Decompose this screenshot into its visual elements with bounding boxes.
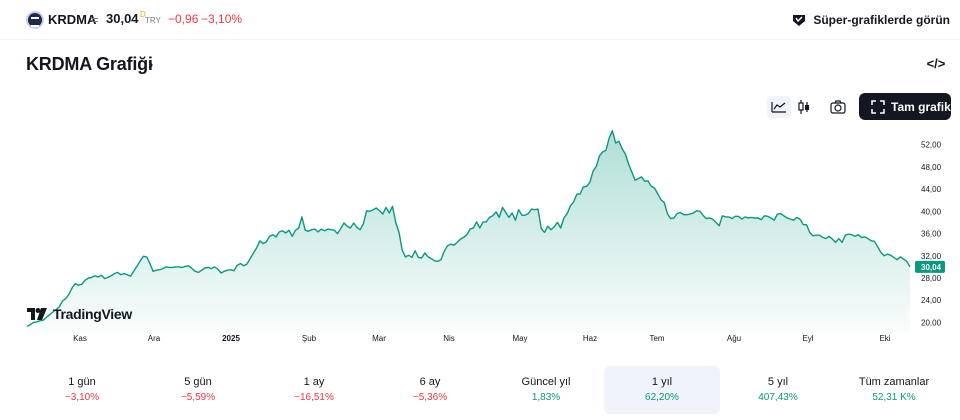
y-tick-label: 52,00	[921, 141, 942, 150]
x-tick-label: Eyl	[802, 334, 813, 343]
period-change: 52,31 K%	[872, 392, 916, 403]
symbol-name[interactable]: KRDMA	[48, 12, 97, 27]
period-label: 6 ay	[419, 376, 441, 388]
y-axis: 52,00 48,00 44,00 40,00 36,00 32,00 28,00 24,00…	[921, 141, 942, 328]
last-price-tag	[915, 260, 945, 273]
y-tick-label: 44,00	[921, 185, 942, 194]
x-tick-label: Kas	[73, 334, 87, 343]
super-charts-link[interactable]: Süper-grafiklerde görün	[791, 11, 950, 29]
period-tab[interactable]: Tüm zamanlar 52,31 K%	[836, 366, 952, 414]
x-tick-label: Eki	[879, 334, 890, 343]
period-change: 62,20%	[645, 392, 679, 403]
candlestick-icon	[798, 100, 809, 114]
period-label: 5 yıl	[767, 376, 789, 388]
period-change: −3,10%	[64, 392, 100, 403]
x-tick-label: 2025	[222, 334, 240, 343]
period-label: 1 yıl	[651, 376, 673, 388]
y-tick-label: 48,00	[921, 163, 942, 172]
period-change: −5,36%	[412, 392, 448, 403]
last-price-marker: 30,04	[915, 260, 945, 273]
super-charts-label: Süper-grafiklerde görün	[813, 13, 950, 27]
period-label: 1 ay	[303, 376, 325, 388]
area-chart-icon	[771, 102, 786, 113]
period-change: 407,43%	[758, 392, 798, 403]
period-tab[interactable]: Güncel yıl 1,83%	[488, 366, 604, 414]
period-tab[interactable]: 1 yıl 62,20%	[604, 366, 720, 414]
symbol-header: KRDMA = 30,04 D TRY −0,96 −3,10% Süper-g…	[0, 0, 960, 40]
period-tab[interactable]: 1 ay −16,51%	[256, 366, 372, 414]
period-label: 5 gün	[184, 376, 212, 388]
x-tick-label: Ara	[148, 334, 161, 343]
period-selector: 1 gün −3,10% 5 gün −5,59% 1 ay −16,51% 6 ay −5,…	[24, 366, 952, 414]
x-tick-label: Mar	[372, 334, 386, 343]
camera-icon	[830, 100, 846, 114]
x-tick-label: Şub	[302, 334, 317, 343]
period-tab[interactable]: 6 ay −5,36%	[372, 366, 488, 414]
y-tick-label: 20,00	[921, 318, 942, 327]
last-price: 30,04	[106, 11, 139, 26]
full-chart-label: Tam grafik	[891, 99, 951, 114]
symbol-separator: =	[91, 12, 99, 27]
tradingview-logo-icon	[27, 308, 47, 320]
price-chart[interactable]: 52,00 48,00 44,00 40,00 36,00 32,00 28,00 24,00…	[0, 128, 960, 346]
y-tick-label: 24,00	[921, 296, 942, 305]
chevron-right-icon[interactable]: ›	[148, 56, 154, 73]
supercharts-icon	[793, 15, 806, 26]
screenshot-button[interactable]	[826, 96, 850, 118]
x-tick-label: Haz	[583, 334, 597, 343]
candles-chart-type-button[interactable]	[792, 96, 816, 118]
embed-code-button[interactable]: </>	[926, 56, 946, 71]
price-change-percent: −3,10%	[201, 12, 243, 26]
period-label: 1 gün	[68, 376, 96, 388]
period-label: Güncel yıl	[521, 376, 571, 388]
period-change: −5,59%	[180, 392, 216, 403]
fullscreen-icon	[871, 99, 885, 114]
price-flag: D	[140, 10, 146, 19]
price-change: −0,96	[168, 12, 199, 26]
full-chart-button[interactable]: Tam grafik	[859, 93, 951, 120]
tradingview-wordmark: TradingView	[53, 306, 132, 322]
x-tick-label: Tem	[649, 334, 664, 343]
symbol-logo	[26, 11, 44, 29]
price-line	[26, 130, 911, 327]
tradingview-watermark[interactable]: TradingView	[27, 306, 132, 322]
x-tick-label: May	[512, 334, 527, 343]
area-chart-type-button[interactable]	[767, 96, 791, 118]
y-tick-label: 28,00	[921, 274, 942, 283]
y-tick-label: 32,00	[921, 252, 942, 261]
period-change: −16,51%	[294, 392, 334, 403]
period-tab[interactable]: 5 yıl 407,43%	[720, 366, 836, 414]
chart-title[interactable]: KRDMA Grafiği	[26, 54, 153, 74]
period-change: 1,83%	[531, 392, 561, 403]
last-price-tag-label: 30,04	[921, 263, 942, 272]
y-tick-label: 40,00	[921, 207, 942, 216]
period-label: Tüm zamanlar	[858, 376, 930, 388]
period-tab[interactable]: 1 gün −3,10%	[24, 366, 140, 414]
x-tick-label: Nis	[443, 334, 455, 343]
x-tick-label: Ağu	[727, 334, 741, 343]
y-tick-label: 36,00	[921, 230, 942, 239]
period-tab[interactable]: 5 gün −5,59%	[140, 366, 256, 414]
x-axis: Kas Ara 2025 Şub Mar Nis May Haz Tem Ağu Eyl Eki	[73, 334, 891, 343]
currency-label: TRY	[145, 16, 161, 25]
